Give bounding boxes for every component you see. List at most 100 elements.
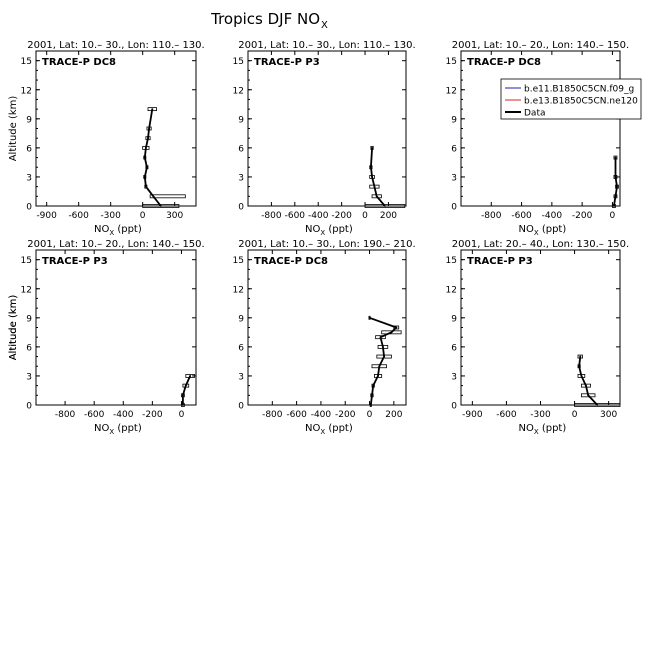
campaign-label: TRACE-P P3 (254, 57, 320, 68)
x-tick-label: -300 (530, 410, 551, 420)
x-tick-label: -400 (542, 211, 563, 221)
x-tick-label: -600 (285, 211, 306, 221)
series-data (368, 315, 402, 407)
y-axis-label: Altitude (km) (8, 295, 19, 361)
x-axis-label: NOX (ppt) (519, 423, 567, 436)
plot-frame (460, 249, 621, 406)
plot-frame (247, 50, 407, 207)
x-tick-label: -400 (308, 211, 329, 221)
error-box (364, 204, 406, 208)
y-tick-label: 15 (233, 57, 244, 67)
y-tick-label: 9 (451, 115, 457, 125)
y-tick-label: 12 (446, 86, 457, 96)
y-tick-label: 9 (451, 314, 457, 324)
plot-frame (460, 50, 621, 207)
y-tick-label: 3 (451, 372, 457, 382)
x-tick-label: -300 (100, 211, 121, 221)
y-tick-label: 6 (238, 144, 244, 154)
panel-1: 2001, Lat: 10.– 30., Lon: 110.– 130. TRAC… (8, 40, 205, 237)
panel-grid: 2001, Lat: 10.– 30., Lon: 110.– 130. TRAC… (8, 40, 642, 436)
error-box (149, 194, 186, 199)
panel-header: 2001, Lat: 10.– 30., Lon: 190.– 210. (238, 239, 415, 250)
y-tick-label: 3 (26, 372, 32, 382)
y-tick-label: 9 (238, 115, 244, 125)
y-tick-label: 15 (446, 256, 457, 266)
x-tick-label: -800 (262, 410, 283, 420)
y-axis-label: Altitude (km) (8, 295, 19, 361)
x-tick-label: -200 (572, 211, 593, 221)
data-line (369, 316, 398, 406)
series-data (181, 374, 195, 407)
data-line (369, 147, 386, 207)
x-tick-label: -600 (496, 410, 517, 420)
y-tick-label: 0 (451, 203, 457, 213)
y-tick-label: 3 (238, 173, 244, 183)
panel-5: 2001, Lat: 10.– 30., Lon: 190.– 210. TRAC… (233, 239, 416, 436)
x-tick-label: -800 (481, 211, 502, 221)
x-tick-label: 300 (166, 211, 183, 221)
y-tick-label: 6 (26, 144, 32, 154)
y-tick-label: 6 (451, 343, 457, 353)
x-tick-label: -600 (84, 410, 105, 420)
x-tick-label: -800 (55, 410, 76, 420)
campaign-label: TRACE-P P3 (42, 256, 108, 267)
x-tick-label: -800 (261, 211, 282, 221)
series-data (612, 155, 619, 208)
data-line (578, 356, 598, 406)
x-tick-label: 200 (380, 211, 397, 221)
y-tick-label: 0 (26, 402, 32, 412)
legend-box (500, 78, 642, 120)
campaign-label: TRACE-P DC8 (42, 57, 116, 68)
x-tick-label: 0 (610, 211, 616, 221)
y-tick-label: 15 (446, 57, 457, 67)
x-tick-label: -600 (286, 410, 307, 420)
y-tick-label: 12 (446, 285, 457, 295)
series-data (574, 354, 621, 407)
error-box (381, 330, 402, 335)
y-tick-label: 0 (238, 402, 244, 412)
figure-title-subscript: X (321, 20, 328, 31)
legend-label: Data (524, 109, 546, 119)
y-tick-label: 6 (451, 144, 457, 154)
y-tick-label: 9 (238, 314, 244, 324)
y-tick-label: 3 (26, 173, 32, 183)
series-data (364, 145, 406, 208)
y-tick-label: 12 (233, 86, 244, 96)
x-tick-label: -400 (113, 410, 134, 420)
panel-header: 2001, Lat: 10.– 30., Lon: 110.– 130. (238, 40, 415, 51)
data-line (613, 157, 618, 207)
x-tick-label: 200 (385, 410, 402, 420)
legend-label: b.e11.B1850C5CN.f09_g (524, 85, 634, 95)
x-axis-label: NOX (ppt) (519, 224, 567, 237)
x-tick-label: -900 (36, 211, 57, 221)
x-tick-label: 0 (572, 410, 578, 420)
y-tick-label: 15 (233, 256, 244, 266)
figure-title: Tropics DJF NO (210, 10, 320, 28)
error-box (574, 403, 621, 407)
x-axis-label: NOX (ppt) (94, 224, 142, 237)
x-axis-label: NOX (ppt) (94, 423, 142, 436)
panel-2: 2001, Lat: 10.– 30., Lon: 110.– 130. TRAC… (233, 40, 416, 237)
y-tick-label: 3 (451, 173, 457, 183)
y-tick-label: 0 (451, 402, 457, 412)
y-tick-label: 12 (21, 285, 32, 295)
legend: b.e11.B1850C5CN.f09_g b.e13.B1850C5CN.ne1… (500, 78, 642, 120)
x-tick-label: -400 (311, 410, 332, 420)
y-tick-label: 3 (238, 372, 244, 382)
panel-header: 2001, Lat: 20.– 40., Lon: 130.– 150. (452, 239, 629, 250)
panel-6: 2001, Lat: 20.– 40., Lon: 130.– 150. TRAC… (8, 239, 629, 436)
error-box (142, 204, 180, 208)
series-data (142, 107, 186, 208)
y-tick-label: 12 (21, 86, 32, 96)
panel-4: 2001, Lat: 10.– 20., Lon: 140.– 150. TRAC… (8, 239, 205, 436)
plot-frame (35, 50, 197, 207)
plot-frame (247, 249, 407, 406)
campaign-label: TRACE-P DC8 (467, 57, 541, 68)
x-tick-label: 0 (179, 410, 185, 420)
y-tick-label: 0 (26, 203, 32, 213)
data-line (181, 375, 192, 405)
x-tick-label: -600 (511, 211, 532, 221)
campaign-label: TRACE-P P3 (467, 256, 533, 267)
y-tick-label: 15 (21, 57, 32, 67)
